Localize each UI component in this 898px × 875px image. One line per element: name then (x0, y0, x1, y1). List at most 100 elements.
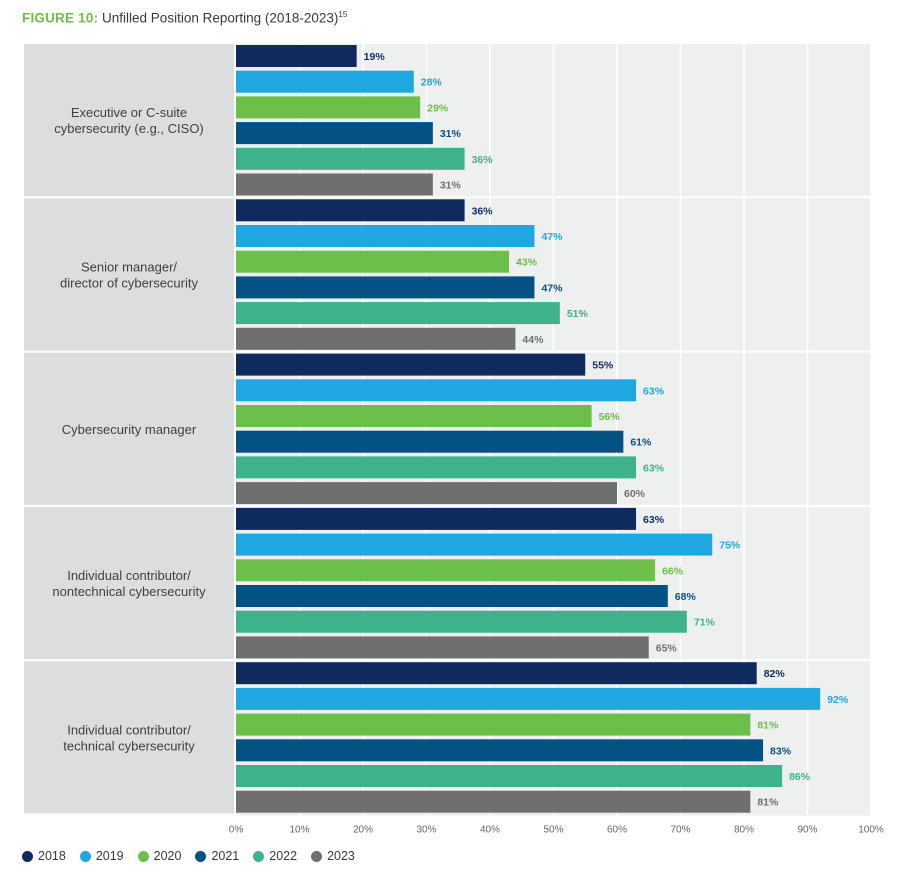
data-label: 31% (440, 128, 462, 140)
bar (236, 739, 764, 762)
data-label: 28% (421, 77, 443, 89)
bar (236, 302, 560, 325)
x-tick-label: 0% (229, 825, 244, 836)
bar (236, 122, 433, 145)
data-label: 43% (516, 257, 538, 269)
bar (236, 276, 535, 299)
legend-swatch (22, 850, 33, 862)
figure-title: Unfilled Position Reporting (2018-2023) (102, 10, 339, 26)
bar (236, 585, 668, 607)
bar (236, 687, 821, 710)
data-label: 65% (656, 642, 678, 654)
bar (236, 327, 516, 350)
bar (236, 225, 535, 247)
bar (236, 250, 510, 273)
category-panel (24, 198, 234, 351)
bar (236, 765, 783, 787)
bar (236, 559, 656, 582)
data-label: 51% (567, 308, 589, 320)
bar (236, 147, 465, 170)
legend-swatch (137, 850, 149, 862)
legend-swatch (79, 850, 91, 862)
data-label: 47% (541, 231, 563, 243)
bar-chart: 0% 10% 20% 30% 40% 50% 60% 70% 80% 90% 100% Executi… (24, 44, 884, 836)
figure-label: FIGURE 10: (22, 10, 99, 26)
category-label: Senior manager/director of cybersecurity (60, 259, 198, 290)
data-label: 81% (757, 797, 779, 809)
chart-title: FIGURE 10: Unfilled Position Reporting (… (22, 10, 347, 26)
data-label: 86% (789, 771, 811, 783)
data-label: 36% (472, 205, 494, 217)
data-label: 56% (599, 411, 621, 423)
legend-item: 2021 (195, 849, 239, 863)
category-panel (24, 44, 234, 197)
legend-swatch (253, 850, 265, 862)
data-label: 29% (427, 102, 449, 114)
category-label: Individual contributor/nontechnical cybe… (52, 568, 206, 599)
bar (236, 405, 592, 427)
bar (236, 533, 713, 556)
x-tick-label: 10% (289, 825, 309, 836)
data-label: 31% (440, 180, 462, 192)
data-label: 63% (643, 514, 665, 526)
category-panel (24, 352, 234, 505)
category-label: Cybersecurity manager (62, 422, 197, 437)
data-label: 36% (472, 154, 494, 166)
legend-label: 2020 (153, 849, 182, 863)
legend-item: 2022 (253, 849, 297, 863)
bar (236, 636, 649, 659)
data-label: 92% (827, 694, 849, 706)
legend-label: 2022 (269, 849, 298, 863)
data-label: 47% (541, 282, 563, 294)
bar (236, 379, 637, 402)
x-tick-label: 40% (480, 825, 500, 836)
bar (236, 482, 617, 505)
category-label: Individual contributor/technical cyberse… (63, 722, 195, 753)
x-tick-label: 80% (734, 825, 754, 836)
data-label: 66% (662, 565, 684, 577)
x-tick-label: 20% (353, 825, 373, 836)
legend-swatch (195, 850, 207, 862)
category-panel (24, 661, 234, 814)
bar (236, 353, 586, 376)
legend-item: 2020 (137, 849, 182, 863)
legend-swatch (311, 850, 323, 862)
bar (236, 790, 751, 813)
x-tick-label: 100% (858, 825, 884, 836)
bar (236, 199, 465, 222)
bar (236, 96, 421, 119)
data-label: 44% (522, 334, 544, 346)
bar (236, 173, 433, 196)
data-label: 60% (624, 488, 646, 500)
data-label: 19% (364, 51, 386, 63)
legend-label: 2021 (211, 849, 240, 863)
legend-label: 2018 (38, 849, 66, 863)
legend-item: 2018 (22, 849, 66, 863)
bar (236, 70, 414, 93)
data-label: 75% (719, 540, 741, 552)
data-label: 63% (643, 462, 665, 474)
x-tick-label: 90% (797, 825, 817, 836)
bar (236, 610, 687, 633)
data-label: 82% (764, 668, 786, 680)
data-label: 83% (770, 745, 792, 757)
legend-item: 2019 (79, 849, 124, 863)
footnote-marker: 15 (338, 10, 348, 19)
data-label: 63% (643, 385, 665, 397)
data-label: 55% (592, 360, 614, 372)
legend-item: 2023 (311, 849, 355, 863)
legend: 2018 2019 2020 2021 2022 2023 (22, 849, 355, 863)
x-tick-label: 60% (607, 825, 627, 836)
bar (236, 507, 637, 530)
data-label: 68% (675, 591, 697, 603)
bar (236, 662, 757, 685)
legend-label: 2023 (327, 849, 355, 863)
x-tick-label: 70% (670, 825, 690, 836)
bar (236, 45, 357, 67)
x-tick-label: 30% (416, 825, 436, 836)
data-label: 71% (694, 617, 716, 629)
data-label: 61% (630, 437, 652, 449)
bar (236, 430, 624, 453)
legend-label: 2019 (95, 849, 124, 863)
data-label: 81% (757, 720, 779, 732)
